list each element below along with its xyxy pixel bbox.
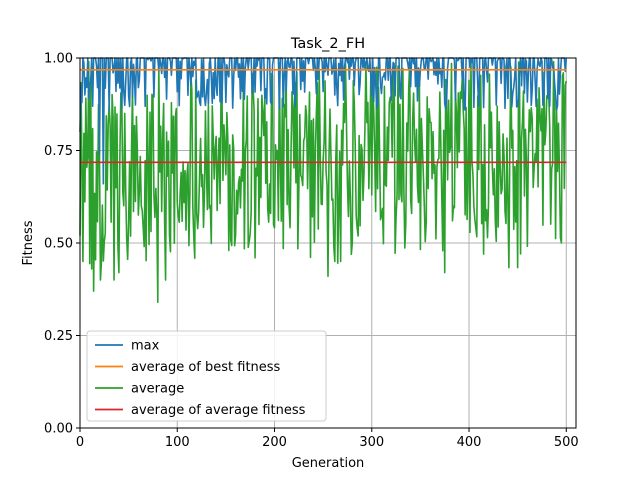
legend-label: average of average fitness — [131, 403, 306, 418]
y-tick-label: 1.00 — [44, 52, 73, 67]
series-line-max — [79, 57, 568, 185]
legend-label: max — [131, 339, 160, 354]
chart-title: Task_2_FH — [290, 36, 365, 52]
legend-label: average of best fitness — [131, 360, 281, 375]
y-tick-label: 0.25 — [44, 329, 73, 344]
axis-ticks: 0 100 200 300 400 500 0.00 0.25 0.50 0.75 1.00 — [44, 52, 579, 451]
y-tick-label: 0.75 — [44, 144, 73, 159]
x-tick-label: 200 — [262, 435, 287, 450]
x-tick-label: 400 — [457, 435, 482, 450]
y-tick-label: 0.00 — [44, 422, 73, 437]
x-tick-label: 0 — [76, 435, 84, 450]
chart-legend: max average of best fitness average average… — [86, 330, 327, 422]
y-tick-label: 0.50 — [44, 237, 73, 252]
x-tick-label: 100 — [165, 435, 190, 450]
x-tick-label: 300 — [359, 435, 384, 450]
legend-label: average — [131, 382, 184, 397]
series-line-average — [79, 60, 568, 303]
chart-series-layer — [79, 57, 568, 303]
legend-box — [86, 330, 327, 422]
y-axis-label: Fitness — [21, 220, 36, 265]
x-tick-label: 500 — [554, 435, 579, 450]
x-axis-label: Generation — [292, 456, 365, 471]
